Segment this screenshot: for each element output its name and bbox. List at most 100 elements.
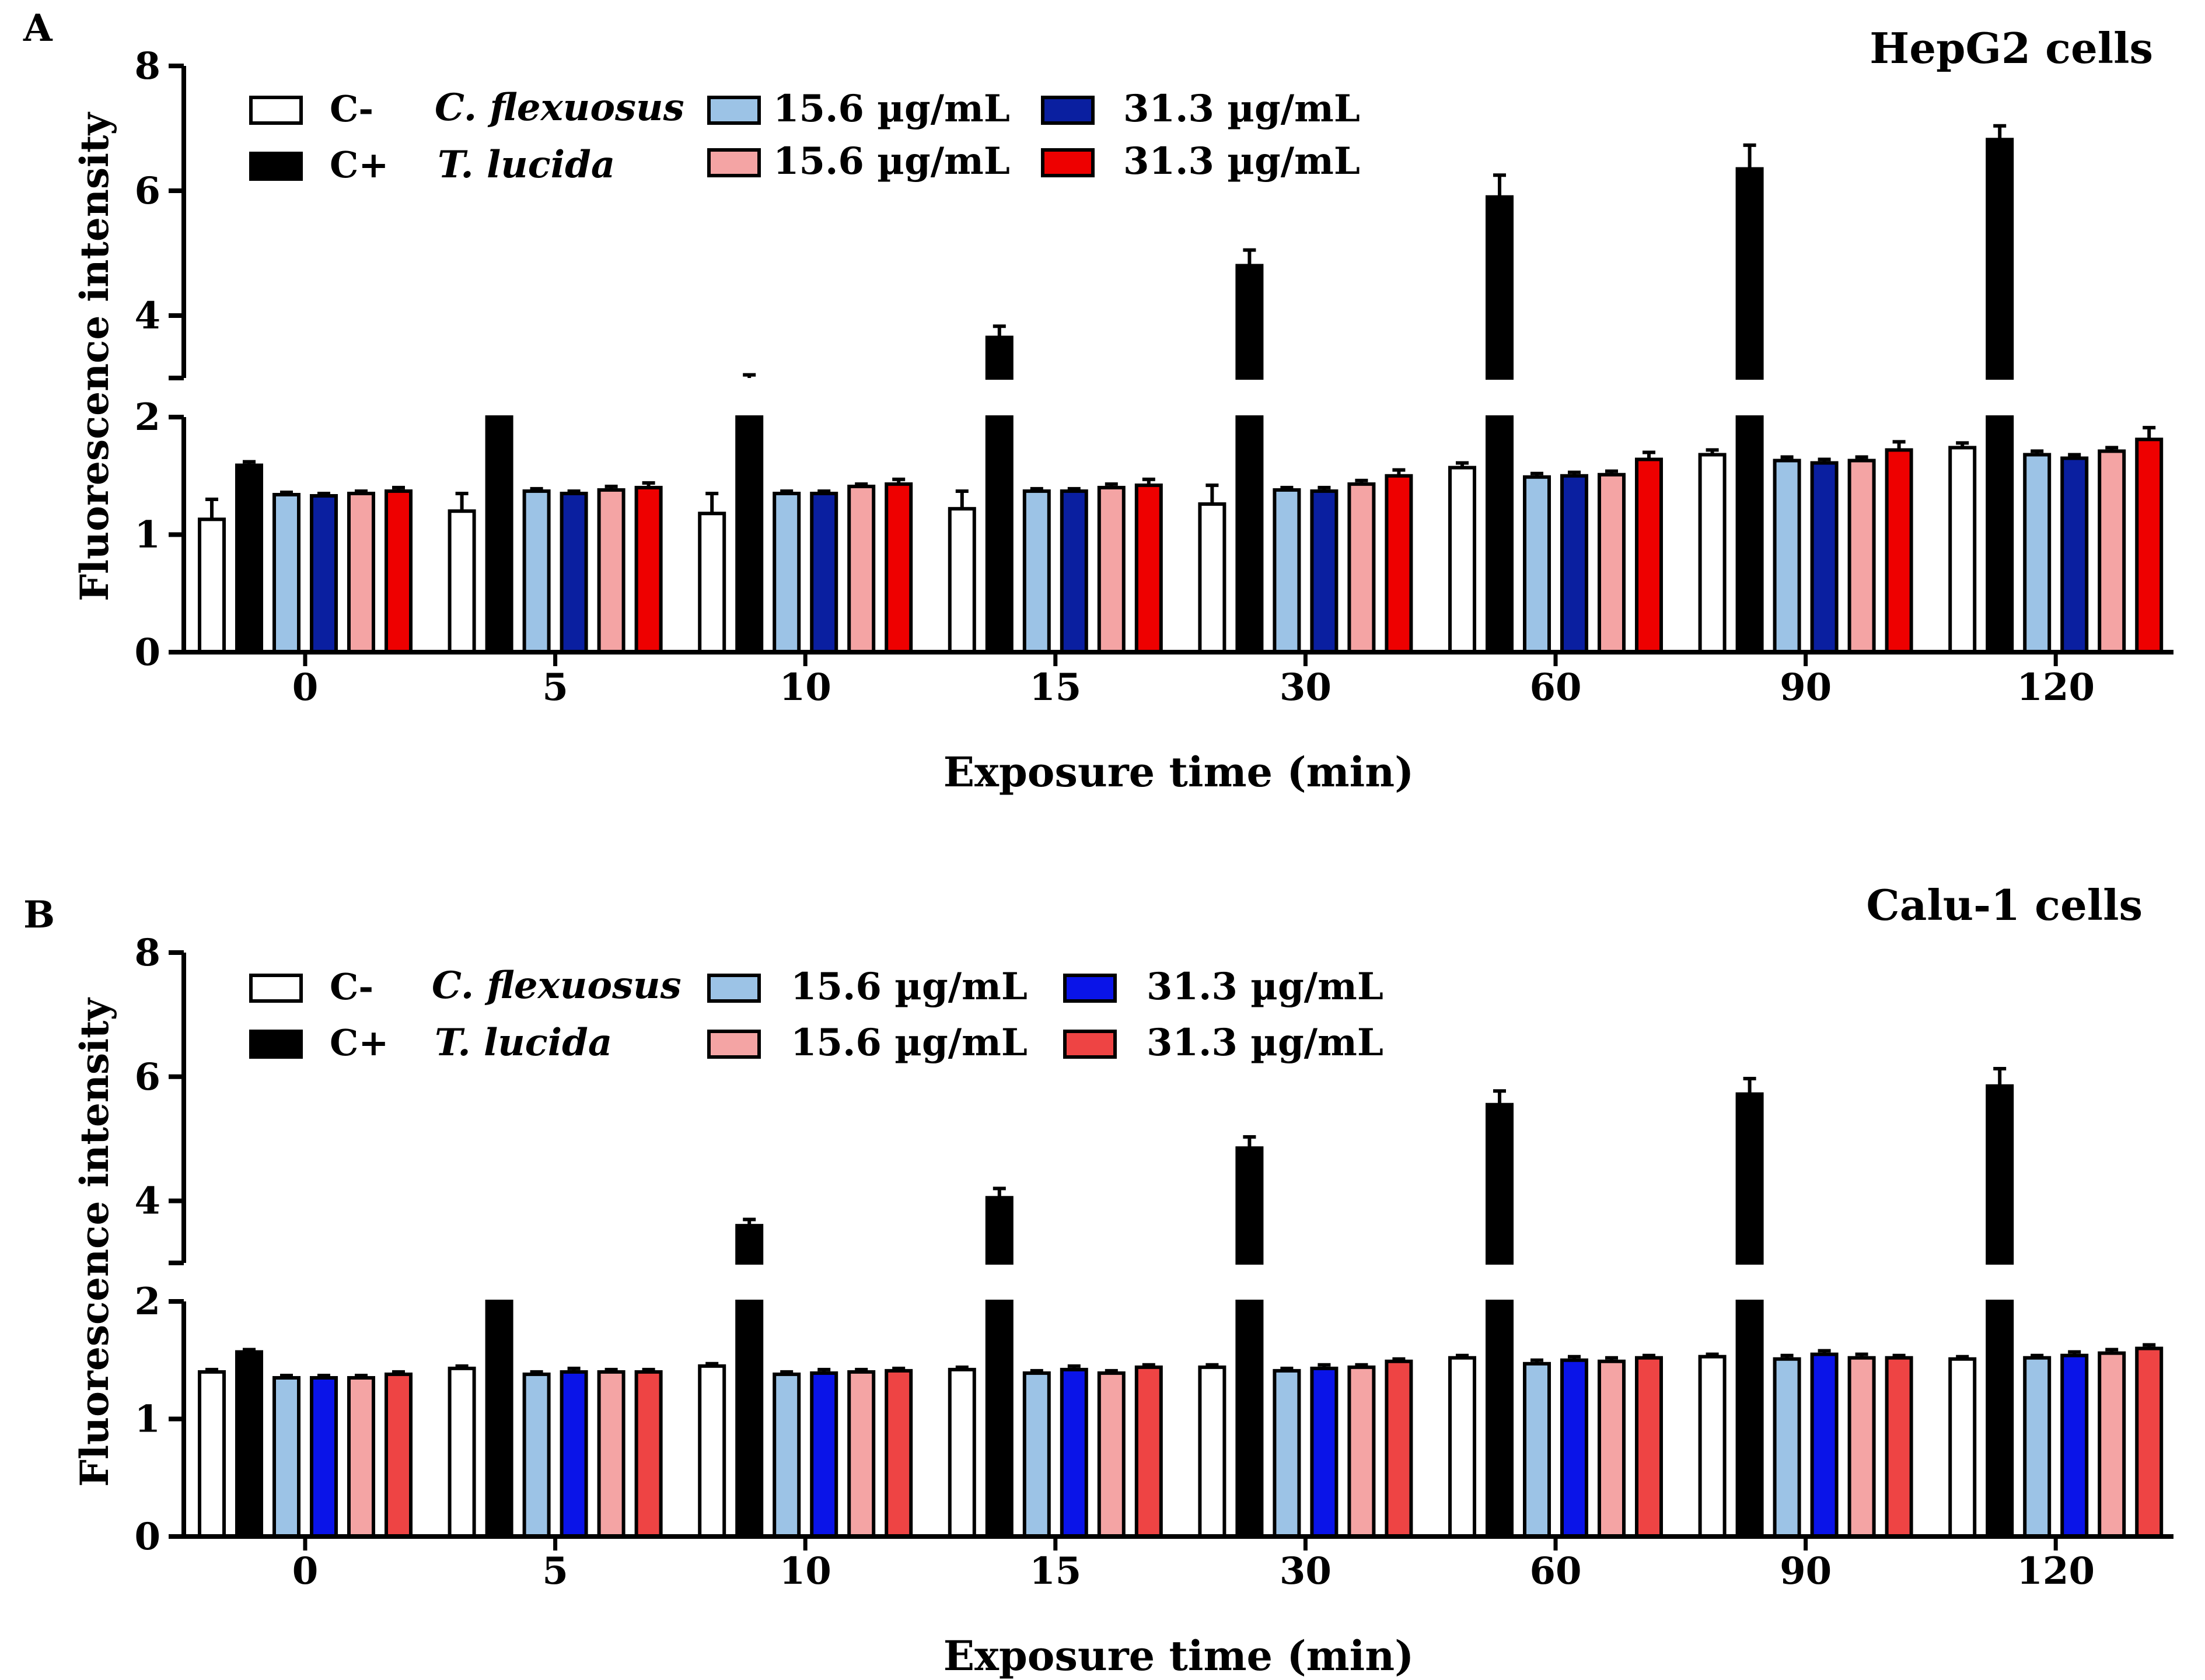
bar-1-120 — [1986, 415, 2014, 654]
legend-label-cf-15: 15.6 µg/mL — [791, 965, 1028, 1009]
error-bar-3-5 — [567, 489, 581, 494]
legend-label-tl-15: 15.6 µg/mL — [791, 1021, 1028, 1065]
bar-5-10 — [885, 1368, 913, 1538]
x-axis-label: Exposure time (min) — [943, 748, 1414, 796]
legend-swatch-cf-31 — [1063, 974, 1117, 1003]
plot-area: 0 1 2 4 6 8 0 5 10 15 30 60 90 120 — [134, 44, 2173, 709]
y-tick-label: 0 — [134, 1515, 160, 1559]
bar-0-5 — [448, 509, 476, 654]
legend-swatch-c-minus — [249, 974, 303, 1003]
x-tick-label: 60 — [1529, 666, 1581, 709]
error-bar-5-90 — [1892, 440, 1906, 450]
error-bar-4-5 — [604, 484, 618, 490]
bar-5-15 — [1134, 1365, 1163, 1539]
bar-5-0 — [385, 489, 413, 654]
bar-5-120 — [2135, 438, 2164, 654]
bar-2-10 — [773, 1372, 801, 1538]
bar-5-30 — [1385, 1359, 1413, 1538]
x-tick-label: 120 — [2017, 1549, 2095, 1593]
bar-2-30 — [1273, 488, 1301, 654]
error-bar-1-120 — [1993, 1066, 2007, 1086]
bar-3-30 — [1310, 1366, 1339, 1538]
error-bar-0-90 — [1706, 448, 1719, 455]
legend-swatch-c-plus — [249, 1030, 303, 1059]
bar-2-5 — [522, 1372, 551, 1538]
bar-2-60 — [1523, 475, 1551, 654]
bar-2-0 — [272, 492, 300, 654]
bar-1-90 — [1735, 415, 1764, 654]
x-tick-label: 60 — [1529, 1549, 1581, 1593]
y-axis-line-upper — [169, 66, 186, 380]
y-axis-line-upper — [169, 953, 186, 1265]
error-bar-0-30 — [1205, 1363, 1219, 1367]
panel-label: B — [23, 893, 55, 937]
bar-3-120 — [2060, 456, 2089, 654]
bar-0-120 — [1948, 1357, 1977, 1539]
bar-1-90 — [1735, 1300, 1764, 1538]
error-bar-5-0 — [392, 1370, 405, 1374]
error-bar-1-0 — [243, 460, 256, 466]
error-bar-2-0 — [280, 1373, 293, 1378]
bar-5-60 — [1635, 457, 1663, 654]
x-tick-label: 90 — [1780, 666, 1832, 709]
bar-3-60 — [1560, 1358, 1588, 1538]
bar-3-5 — [560, 1370, 588, 1538]
error-bar-1-90 — [1743, 1076, 1756, 1094]
x-tick-label: 10 — [780, 666, 831, 709]
error-bar-0-0 — [205, 498, 218, 520]
bar-4-120 — [2098, 449, 2126, 654]
x-tick-label: 90 — [1780, 1549, 1832, 1593]
error-bar-5-10 — [892, 1366, 906, 1371]
error-bar-3-30 — [1318, 1363, 1331, 1368]
bar-0-60 — [1448, 1356, 1476, 1538]
error-bar-2-30 — [1280, 1366, 1294, 1371]
error-bar-3-10 — [817, 1367, 831, 1373]
error-bar-4-60 — [1605, 469, 1618, 475]
error-bar-0-10 — [705, 1362, 719, 1366]
error-bar-2-10 — [780, 489, 794, 494]
error-bar-1-10 — [743, 1217, 756, 1226]
y-tick-label: 0 — [134, 631, 160, 674]
bar-5-120 — [2135, 1346, 2164, 1539]
error-bar-3-90 — [1818, 1349, 1831, 1354]
error-bar-0-120 — [1956, 441, 1969, 448]
bar-4-0 — [347, 491, 375, 654]
bar-upper-1-15 — [985, 335, 1014, 380]
error-bar-4-10 — [855, 1367, 868, 1372]
legend-extract-c-flexuosus: C. flexuosus — [432, 964, 682, 1007]
x-tick-label: 10 — [780, 1549, 831, 1593]
error-bar-0-15 — [955, 489, 969, 509]
y-tick-label: 6 — [134, 169, 160, 213]
bar-0-15 — [948, 1367, 976, 1539]
y-tick-label: 4 — [134, 1180, 160, 1223]
error-bar-0-120 — [1956, 1354, 1969, 1359]
bar-2-120 — [2023, 1356, 2052, 1538]
bar-3-90 — [1810, 1352, 1839, 1539]
y-tick-label: 4 — [134, 294, 160, 338]
chart-legend: C- C+ C. flexuosus T. lucida 15.6 µg/mL … — [249, 86, 1360, 187]
error-bar-4-10 — [855, 482, 868, 487]
error-bar-5-0 — [392, 485, 405, 491]
bar-0-120 — [1948, 446, 1977, 654]
error-bar-5-10 — [892, 477, 906, 484]
legend-swatch-c-minus — [249, 96, 303, 125]
error-bar-2-60 — [1530, 471, 1543, 477]
error-bar-4-30 — [1355, 1363, 1368, 1367]
x-tick-label: 120 — [2017, 666, 2095, 709]
bar-upper-1-10 — [735, 1224, 764, 1265]
error-bar-4-5 — [604, 1367, 618, 1372]
error-bar-3-0 — [317, 1373, 330, 1378]
panel-b: B Calu-1 cells Fluorescence intensity Ex… — [23, 880, 2173, 1680]
error-bar-4-120 — [2105, 1348, 2119, 1353]
bar-4-0 — [347, 1376, 375, 1539]
error-bar-4-15 — [1105, 1368, 1118, 1373]
bar-5-10 — [885, 482, 913, 654]
bar-2-15 — [1022, 1371, 1051, 1539]
bar-1-5 — [485, 415, 513, 654]
x-tick-label: 30 — [1280, 666, 1332, 709]
legend-label-cf-31: 31.3 µg/mL — [1147, 965, 1383, 1009]
error-bar-2-90 — [1780, 455, 1794, 461]
legend-swatch-tl-31 — [1041, 148, 1095, 177]
error-bar-2-30 — [1280, 485, 1294, 490]
y-tick-label: 8 — [134, 44, 160, 88]
